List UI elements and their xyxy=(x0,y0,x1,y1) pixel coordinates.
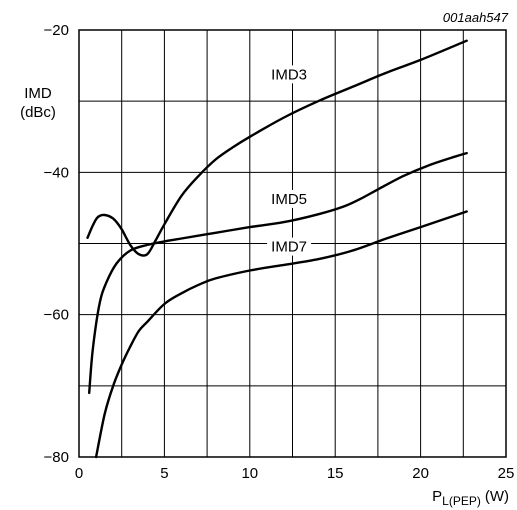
x-tick-labels: 0 5 10 15 20 25 xyxy=(75,465,515,482)
series-label-imd3: IMD3 xyxy=(271,66,307,83)
y-tick-label: −60 xyxy=(44,307,69,324)
y-axis-label-line2: (dBc) xyxy=(20,104,56,121)
x-tick-label: 15 xyxy=(327,465,344,482)
x-tick-label: 5 xyxy=(160,465,168,482)
series-line-imd7 xyxy=(94,210,468,459)
x-tick-label: 20 xyxy=(412,465,429,482)
y-tick-label: −80 xyxy=(44,449,69,466)
series-label-imd7: IMD7 xyxy=(271,239,307,256)
x-axis-label-main: P xyxy=(432,488,442,505)
x-tick-label: 0 xyxy=(75,465,83,482)
x-axis-label-unit: (W) xyxy=(485,488,509,505)
series-labels: IMD3 IMD5 IMD7 xyxy=(267,65,312,256)
series-label-background xyxy=(267,65,312,84)
x-axis-label: PL(PEP) (W) xyxy=(432,488,509,508)
series-label-imd5: IMD5 xyxy=(271,191,307,208)
series-line-imd3 xyxy=(86,39,468,257)
x-tick-label: 25 xyxy=(498,465,515,482)
y-tick-label: −40 xyxy=(44,164,69,181)
x-tick-label: 10 xyxy=(241,465,258,482)
series-line-imd5 xyxy=(88,151,468,395)
series-label-background xyxy=(267,189,312,208)
y-tick-labels: −80 −60 −40 −20 xyxy=(44,22,69,466)
x-axis-label-subscript: L(PEP) xyxy=(442,494,481,508)
y-axis-label-line1: IMD xyxy=(24,85,52,102)
figure-code: 001aah547 xyxy=(443,10,509,25)
y-tick-label: −20 xyxy=(44,22,69,39)
plot-frame xyxy=(78,29,507,458)
series-label-background xyxy=(267,237,312,256)
series-curves xyxy=(86,39,468,459)
